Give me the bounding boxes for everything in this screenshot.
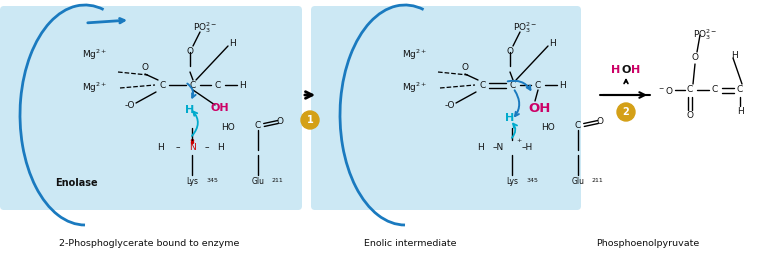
Text: +: + — [516, 138, 521, 144]
Text: H: H — [732, 50, 738, 59]
Text: O: O — [186, 48, 194, 57]
Text: C: C — [160, 80, 166, 90]
Text: C: C — [712, 86, 719, 94]
Text: O: O — [597, 118, 604, 126]
Text: C: C — [687, 86, 693, 94]
Text: C: C — [737, 86, 743, 94]
Text: -O: -O — [125, 101, 136, 110]
Text: 211: 211 — [272, 177, 283, 183]
Text: H: H — [217, 144, 224, 153]
Text: C: C — [574, 121, 581, 130]
Text: H: H — [476, 144, 483, 153]
FancyBboxPatch shape — [0, 6, 302, 210]
Text: O: O — [506, 48, 513, 57]
Text: 345: 345 — [527, 177, 538, 183]
Text: H: H — [737, 108, 743, 116]
Text: OH: OH — [529, 101, 552, 114]
Text: C: C — [215, 80, 221, 90]
Text: H: H — [230, 39, 237, 48]
Text: O: O — [277, 118, 283, 126]
Text: C: C — [510, 80, 516, 90]
Text: Mg$^{2+}$: Mg$^{2+}$ — [82, 81, 108, 95]
Text: Glu: Glu — [571, 177, 584, 187]
Text: Phosphoenolpyruvate: Phosphoenolpyruvate — [596, 239, 699, 248]
FancyArrowPatch shape — [192, 112, 198, 136]
Text: H: H — [240, 80, 247, 90]
Text: Glu: Glu — [251, 177, 264, 187]
Text: H: H — [611, 65, 620, 75]
Text: –: – — [175, 144, 180, 153]
Text: N: N — [188, 144, 195, 153]
Text: Lys: Lys — [506, 177, 518, 187]
Text: C: C — [255, 121, 261, 130]
Text: 345: 345 — [207, 177, 219, 183]
FancyArrowPatch shape — [188, 83, 195, 98]
Text: H: H — [550, 39, 556, 48]
Text: O: O — [686, 111, 693, 120]
Text: -O: -O — [445, 101, 455, 110]
Text: H: H — [560, 80, 566, 90]
Text: H: H — [185, 105, 195, 115]
Text: Lys: Lys — [186, 177, 198, 187]
Text: Mg$^{2+}$: Mg$^{2+}$ — [402, 48, 427, 62]
Text: –: – — [205, 144, 209, 153]
FancyArrowPatch shape — [508, 81, 530, 90]
Text: –N: –N — [493, 144, 503, 153]
Text: H: H — [506, 113, 515, 123]
Text: PO$_3^{2-}$: PO$_3^{2-}$ — [193, 20, 218, 36]
Text: Enolase: Enolase — [55, 178, 97, 188]
Text: O: O — [621, 65, 630, 75]
Text: C: C — [535, 80, 541, 90]
FancyArrowPatch shape — [512, 124, 517, 138]
Text: O: O — [692, 54, 699, 62]
Text: HO: HO — [221, 123, 235, 133]
Text: C: C — [480, 80, 486, 90]
Circle shape — [617, 103, 635, 121]
Text: PO$_3^{2-}$: PO$_3^{2-}$ — [692, 28, 717, 42]
Text: Mg$^{2+}$: Mg$^{2+}$ — [82, 48, 108, 62]
Text: C: C — [190, 80, 196, 90]
Text: –H: –H — [522, 144, 532, 153]
FancyBboxPatch shape — [311, 6, 581, 210]
FancyArrowPatch shape — [515, 90, 519, 116]
Text: Enolic intermediate: Enolic intermediate — [364, 239, 456, 248]
Text: PO$_3^{2-}$: PO$_3^{2-}$ — [512, 20, 537, 36]
Text: 1: 1 — [306, 115, 313, 125]
Text: H: H — [156, 144, 163, 153]
Text: $^-$O: $^-$O — [656, 84, 673, 95]
Text: O: O — [461, 63, 469, 72]
Text: OH: OH — [211, 103, 229, 113]
Circle shape — [301, 111, 319, 129]
Text: HO: HO — [541, 123, 555, 133]
Text: O: O — [142, 63, 149, 72]
Text: 2-Phosphoglycerate bound to enzyme: 2-Phosphoglycerate bound to enzyme — [59, 239, 240, 248]
Text: Mg$^{2+}$: Mg$^{2+}$ — [402, 81, 427, 95]
Text: 2: 2 — [623, 107, 630, 117]
Text: 211: 211 — [592, 177, 604, 183]
Text: H: H — [631, 65, 640, 75]
